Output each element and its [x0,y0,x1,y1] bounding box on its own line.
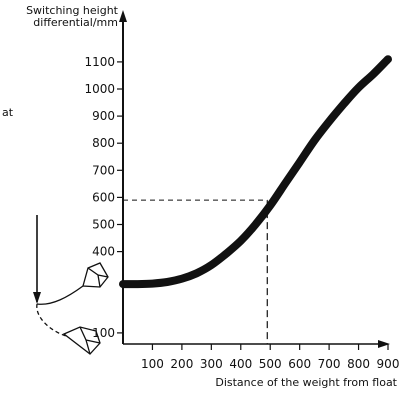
x-axis-title: Distance of the weight from float [215,376,397,389]
y-tick-label: 800 [92,136,115,150]
y-tick-label: 600 [92,190,115,204]
illustration-float-upper [82,262,109,288]
x-tick-label: 200 [170,357,193,371]
illustration-float-upper-detail [87,267,109,288]
y-tick-label: 400 [92,245,115,259]
y-tick-label: 500 [92,218,115,232]
x-tick-label: 700 [318,357,341,371]
y-axis-title-line-2: differential/mm [33,16,118,29]
illustration-float-lower [62,326,101,355]
y-axis-arrowhead [119,10,127,22]
x-tick-label: 600 [288,357,311,371]
series-line [119,55,392,289]
y-tick-label: 1100 [84,55,115,69]
illustration-cable-lower [36,303,67,337]
x-tick-label: 800 [347,357,370,371]
x-tick-label: 500 [259,357,282,371]
x-tick-label: 300 [200,357,223,371]
illustration-cable-upper [36,285,84,305]
illustration-float-lower-detail [79,326,101,355]
y-tick-label: 700 [92,163,115,177]
x-axis-arrowhead [378,340,390,348]
y-tick-label: 900 [92,109,115,123]
y-axis-title-line-1: Switching height [26,4,119,17]
y-tick-label: 100 [92,326,115,340]
x-tick-label: 100 [141,357,164,371]
side-label-fragment: at [2,106,14,119]
y-tick-label: 1000 [84,82,115,96]
x-tick-label: 400 [229,357,252,371]
float-weight-illustration [33,215,109,355]
illustration-arrowhead [33,292,41,304]
x-tick-label: 900 [377,357,400,371]
